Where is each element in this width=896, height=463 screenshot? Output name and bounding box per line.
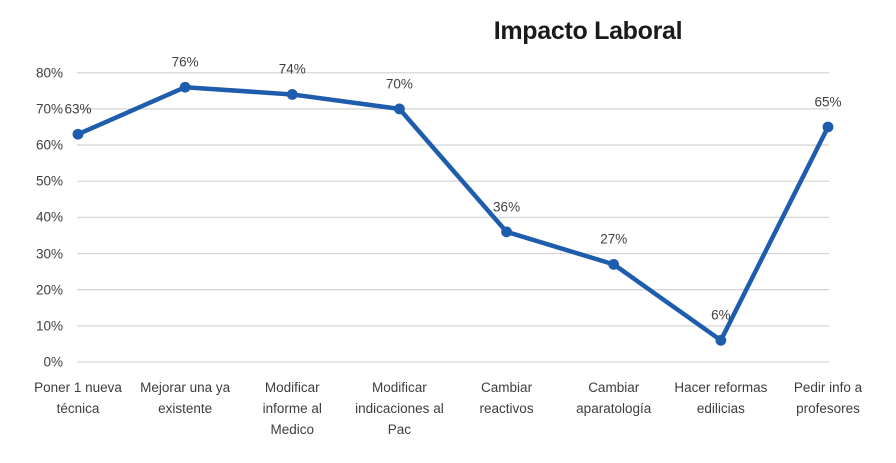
x-category-label: Modificar indicaciones al Pac — [355, 380, 444, 437]
x-category-label: Modificar informe al Medico — [262, 380, 322, 437]
data-point-label: 63% — [64, 101, 92, 117]
y-tick-label: 0% — [43, 354, 63, 370]
data-point-marker — [822, 121, 834, 133]
data-point-marker — [608, 258, 620, 270]
y-tick-label: 30% — [35, 246, 63, 262]
x-category-label: Pedir info a profesores — [793, 380, 863, 416]
y-tick-label: 20% — [35, 282, 63, 298]
data-point-label: 70% — [385, 76, 413, 92]
x-category-label: Cambiar aparatología — [576, 380, 652, 416]
data-point-label: 74% — [278, 61, 306, 77]
y-tick-label: 10% — [35, 318, 63, 334]
data-point-marker — [715, 334, 727, 346]
x-category-label: Hacer reformas edilicias — [674, 380, 768, 416]
y-tick-label: 50% — [35, 173, 63, 189]
x-category-label: Cambiar reactivos — [479, 380, 534, 416]
x-category-label: Mejorar una ya existente — [140, 380, 231, 416]
data-point-marker — [179, 81, 191, 93]
y-tick-label: 80% — [35, 65, 63, 81]
data-point-marker — [72, 128, 84, 140]
data-point-label: 65% — [814, 94, 842, 110]
y-tick-label: 40% — [35, 209, 63, 225]
data-point-marker — [501, 226, 512, 238]
chart-title: Impacto Laboral — [493, 17, 683, 45]
data-point-label: 36% — [493, 199, 521, 215]
data-point-label: 27% — [600, 231, 628, 247]
series-line — [75, 84, 831, 343]
data-point-marker — [394, 103, 405, 115]
x-category-label: Poner 1 nueva técnica — [34, 380, 122, 416]
data-point-label: 76% — [171, 54, 199, 70]
data-point-label: 6% — [711, 307, 731, 323]
y-tick-label: 60% — [35, 137, 63, 153]
y-tick-label: 70% — [35, 101, 63, 117]
data-point-marker — [286, 89, 298, 100]
